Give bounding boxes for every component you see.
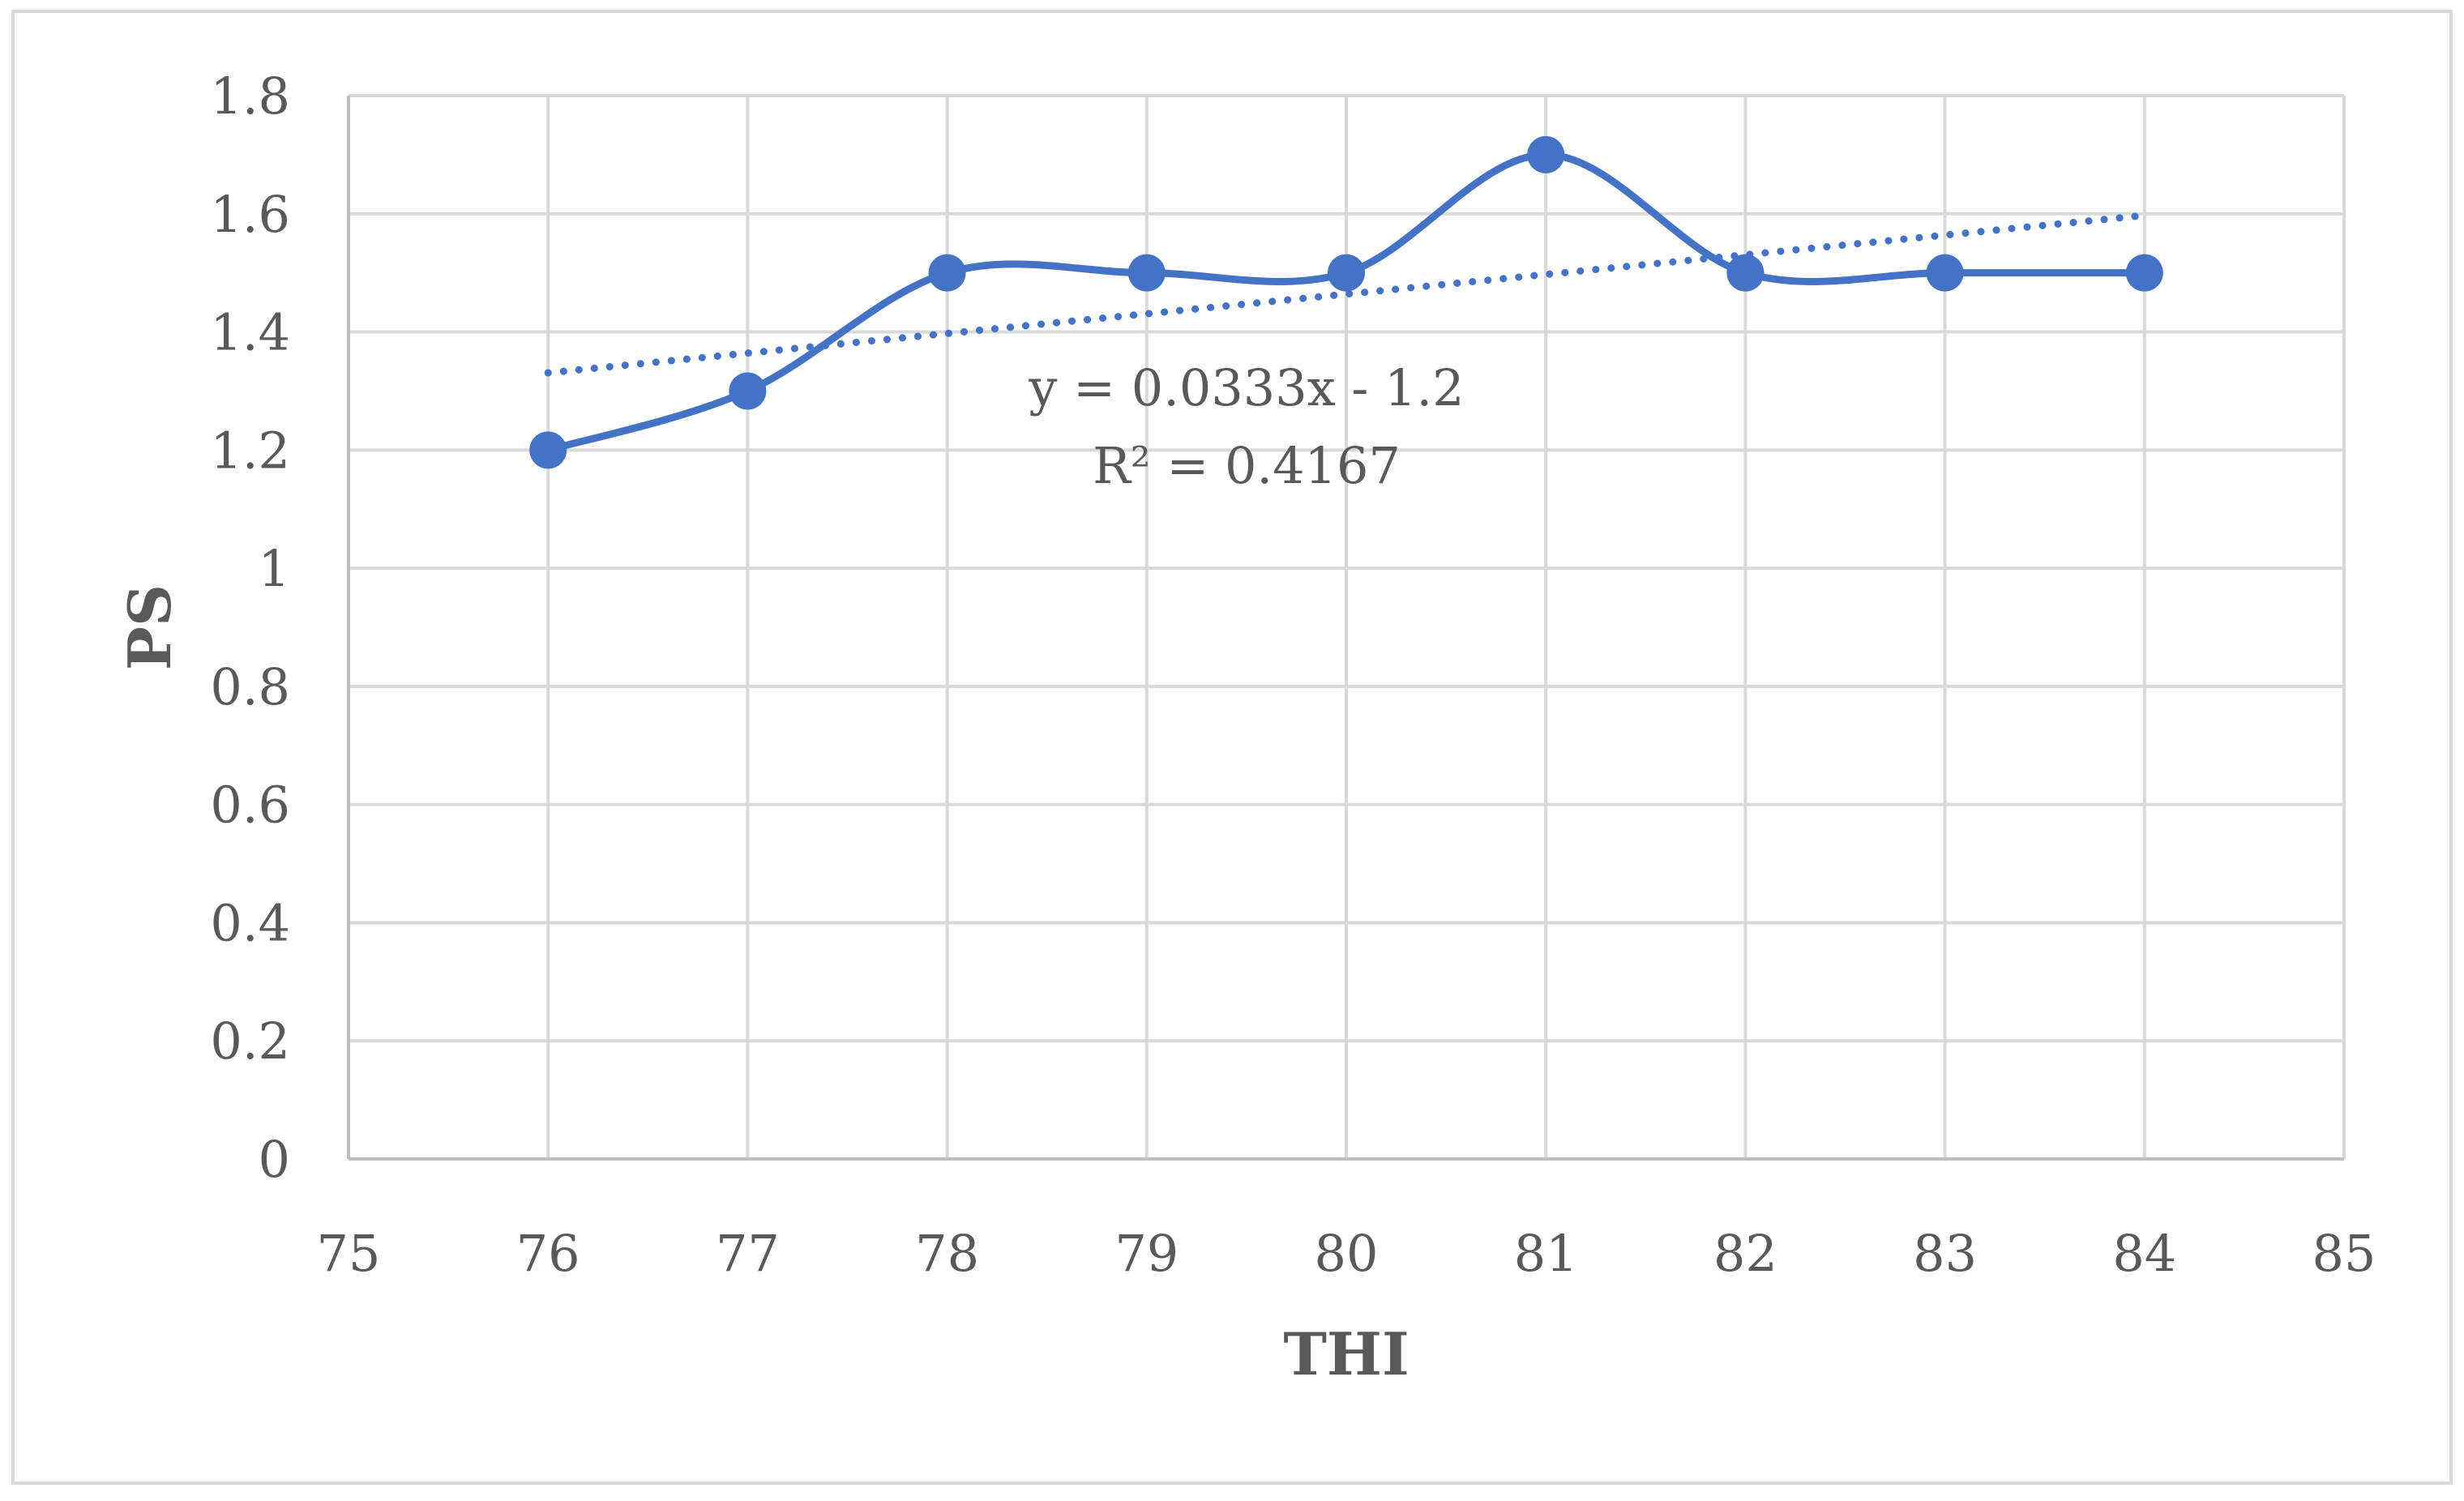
x-tick-label: 78 xyxy=(915,1224,979,1283)
data-point-marker xyxy=(1926,254,1964,292)
y-tick-label: 1.2 xyxy=(210,421,290,480)
axes-layer xyxy=(347,96,2344,1161)
x-tick-label: 85 xyxy=(2312,1224,2376,1283)
data-point-marker xyxy=(2125,254,2163,292)
y-tick-label: 1 xyxy=(259,539,290,598)
x-tick-label: 77 xyxy=(716,1224,780,1283)
y-tick-label: 0.2 xyxy=(210,1011,290,1071)
y-tick-label: 0.4 xyxy=(210,893,290,952)
x-axis-title: THI xyxy=(1283,1319,1409,1388)
data-point-marker xyxy=(1127,254,1166,292)
data-point-marker xyxy=(1726,254,1765,292)
labels-layer: 75 76 77 78 79 80 81 82 83 84 85 0 0.2 0.4 0.6 0.8 1 1.2 1… xyxy=(115,66,2376,1388)
trendline-layer xyxy=(544,212,2149,377)
y-tick-label: 0.8 xyxy=(210,657,290,716)
x-tick-label: 81 xyxy=(1514,1224,1578,1283)
y-axis-title: PS xyxy=(115,584,184,670)
x-tick-label: 80 xyxy=(1315,1224,1379,1283)
x-tick-label: 76 xyxy=(516,1224,580,1283)
trendline-equation: y = 0.0333x - 1.2 xyxy=(1028,358,1464,417)
trendline xyxy=(544,212,2149,377)
data-point-marker xyxy=(529,431,567,469)
y-tick-label: 0 xyxy=(259,1130,290,1189)
trendline-r-squared: R² = 0.4167 xyxy=(1093,436,1401,495)
data-point-marker xyxy=(1527,135,1565,173)
y-tick-label: 0.6 xyxy=(210,776,290,835)
chart-border xyxy=(11,10,2453,1485)
x-tick-label: 82 xyxy=(1713,1224,1777,1283)
series-layer xyxy=(529,135,2163,469)
y-tick-label: 1.6 xyxy=(210,185,290,244)
y-tick-label: 1.4 xyxy=(210,303,290,362)
data-point-marker xyxy=(729,372,767,410)
x-tick-label: 79 xyxy=(1114,1224,1179,1283)
data-point-marker xyxy=(928,254,966,292)
x-tick-label: 84 xyxy=(2112,1224,2176,1283)
data-point-marker xyxy=(1328,254,1365,292)
x-tick-label: 83 xyxy=(1913,1224,1977,1283)
y-tick-label: 1.8 xyxy=(210,66,290,126)
x-tick-label: 75 xyxy=(317,1224,381,1283)
